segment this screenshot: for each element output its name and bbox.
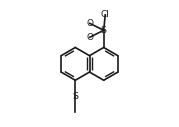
Text: S: S (72, 92, 78, 101)
Text: O: O (86, 19, 93, 28)
Text: O: O (86, 33, 93, 42)
Text: S: S (101, 26, 107, 35)
Text: Cl: Cl (101, 10, 110, 19)
